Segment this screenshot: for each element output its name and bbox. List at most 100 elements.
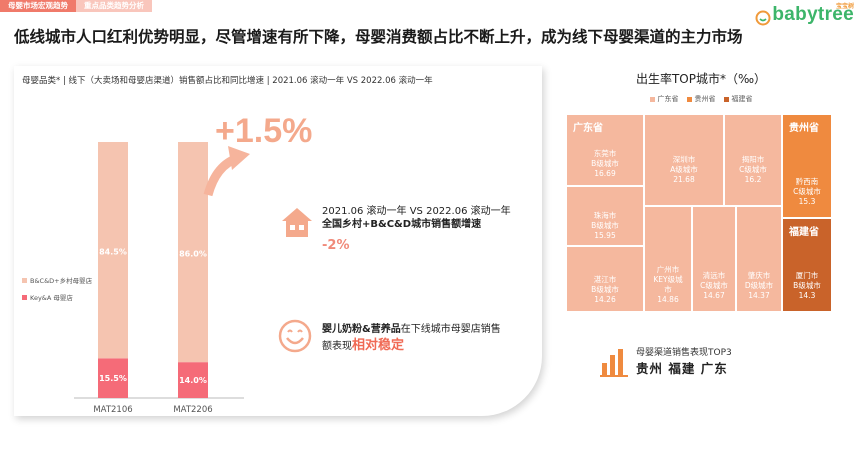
treemap-city-label: 肇庆市 D级城市 14.37 [737,271,781,301]
treemap-city-label: 珠海市 B级城市 15.95 [567,211,643,241]
bar-chart-icon [600,349,628,377]
chart-title: 母婴品类* | 线下（大卖场和母婴店渠道）销售额占比和同比增速 | 2021.0… [22,76,433,86]
city-value: 15.95 [594,231,616,240]
comparison-text: 2021.06 滚动一年 VS 2022.06 滚动一年 全国乡村+B&C&D城… [322,205,511,231]
city-name: 广州市 [656,265,680,274]
city-name: 湛江市 [593,275,617,284]
treemap-title: 出生率TOP城市*（‰） [635,72,767,86]
city-tier: B级城市 [591,221,619,230]
growth-value: +1.5% [215,112,313,150]
treemap-cell: 广东省 东莞市 B级城市 16.69 [566,114,644,186]
city-name: 清远市 [702,271,726,280]
x-tick-label: MAT2206 [173,405,212,415]
legend-swatch [686,96,692,102]
growth-arrow-icon [203,146,250,197]
city-tier: A级城市 [670,165,698,174]
smile-logo-icon [755,10,771,26]
legend-item-keya: Key&A 母婴店 [22,292,73,302]
tab-bar: 母婴市场宏观趋势 重点品类趋势分析 [0,0,152,12]
city-tier: C级城市 [739,165,767,174]
treemap-city-label: 深圳市 A级城市 21.68 [645,155,723,185]
logo-subtitle: 宝宝树 [835,3,854,10]
treemap-province-label: 福建省 [789,227,819,238]
city-name: 黔西南 [795,177,819,186]
city-value: 14.26 [594,295,616,304]
x-tick-label: MAT2106 [93,405,132,415]
bar-segment [98,358,128,398]
treemap-city-label: 湛江市 B级城市 14.26 [567,275,643,305]
logo-text: babytree [772,4,854,25]
legend-swatch [723,96,729,102]
city-value: 16.2 [744,175,762,184]
note-emphasis: 相对稳定 [352,338,405,353]
legend-label: 广东省 [657,95,679,103]
legend-item-guangdong: 广东省 [649,94,679,104]
city-value: 14.86 [657,295,679,304]
note-text: 婴儿奶粉&营养品在下线城市母婴店销售 额表现相对稳定 [322,322,542,355]
legend-swatch [22,294,27,300]
treemap-cell: 珠海市 B级城市 15.95 [566,186,644,246]
legend-item-bcd: B&C&D+乡村母婴店 [22,275,92,285]
tab-market-trend[interactable]: 母婴市场宏观趋势 [0,0,76,12]
city-tier: KEY级城市 [653,275,683,294]
note-category: 婴儿奶粉&营养品 [322,324,401,335]
smile-icon [278,319,312,353]
city-name: 东莞市 [593,149,617,158]
bar-segment [178,142,208,363]
bar-data-label: 86.0% [179,249,207,258]
bar-data-label: 84.5% [99,247,127,256]
top3-provinces: 贵州 福建 广东 [636,361,728,376]
city-value: 16.69 [594,169,616,178]
legend-swatch [649,96,655,102]
city-tier: B级城市 [793,281,821,290]
note-context-2: 额表现 [322,341,352,352]
treemap-city-label: 揭阳市 C级城市 16.2 [725,155,781,185]
city-name: 肇庆市 [747,271,771,280]
bar-segment [98,142,128,359]
city-name: 揭阳市 [741,155,765,164]
bar-data-label: 14.0% [179,376,207,385]
legend-label: B&C&D+乡村母婴店 [30,277,93,285]
legend-swatch [22,277,27,283]
city-tier: B级城市 [591,285,619,294]
comparison-metric: 全国乡村+B&C&D城市销售额增速 [322,219,482,230]
treemap-cell: 广州市 KEY级城市 14.86 [644,206,692,312]
note-context: 在下线城市母婴店销售 [400,324,501,335]
treemap-city-label: 黔西南 C级城市 15.3 [783,177,831,207]
comparison-period: 2021.06 滚动一年 VS 2022.06 滚动一年 [322,206,511,217]
city-name: 深圳市 [672,155,696,164]
treemap-city-label: 广州市 KEY级城市 14.86 [645,265,691,305]
house-icon [282,208,312,237]
city-tier: C级城市 [700,281,728,290]
treemap-city-label: 东莞市 B级城市 16.69 [567,149,643,179]
top3-block: 母婴渠道销售表现TOP3 贵州 福建 广东 [600,345,732,377]
comparison-value: -2% [322,238,350,253]
treemap-cell: 揭阳市 C级城市 16.2 [724,114,782,206]
city-value: 14.67 [703,291,725,300]
city-tier: B级城市 [591,159,619,168]
stacked-bar-chart: 15.5% 84.5% MAT2106 14.0% 86.0% MAT2206 [74,142,244,415]
legend-label: 福建省 [731,95,753,103]
city-value: 15.3 [798,197,816,206]
treemap-city-label: 清远市 C级城市 14.67 [693,271,735,301]
city-name: 厦门市 [795,271,819,280]
treemap-cell: 湛江市 B级城市 14.26 [566,246,644,312]
city-value: 14.3 [798,291,816,300]
legend-label: 贵州省 [694,95,716,103]
treemap-cell: 贵州省黔西南 C级城市 15.3 [782,114,832,218]
bar-segment [178,362,208,398]
treemap-cell: 清远市 C级城市 14.67 [692,206,736,312]
bar-data-label: 15.5% [99,374,127,383]
treemap-cell: 肇庆市 D级城市 14.37 [736,206,782,312]
city-name: 珠海市 [593,211,617,220]
city-tier: D级城市 [744,281,774,290]
top3-title: 母婴渠道销售表现TOP3 [636,348,732,358]
treemap-cell: 深圳市 A级城市 21.68 [644,114,724,206]
babytree-logo: 宝宝树 babytree [755,3,854,26]
treemap-city-label: 厦门市 B级城市 14.3 [783,271,831,301]
treemap-province-label: 贵州省 [789,123,819,134]
city-value: 21.68 [673,175,695,184]
city-tier: C级城市 [793,187,821,196]
legend-item-guizhou: 贵州省 [686,94,716,104]
tab-category-trend[interactable]: 重点品类趋势分析 [76,0,152,12]
